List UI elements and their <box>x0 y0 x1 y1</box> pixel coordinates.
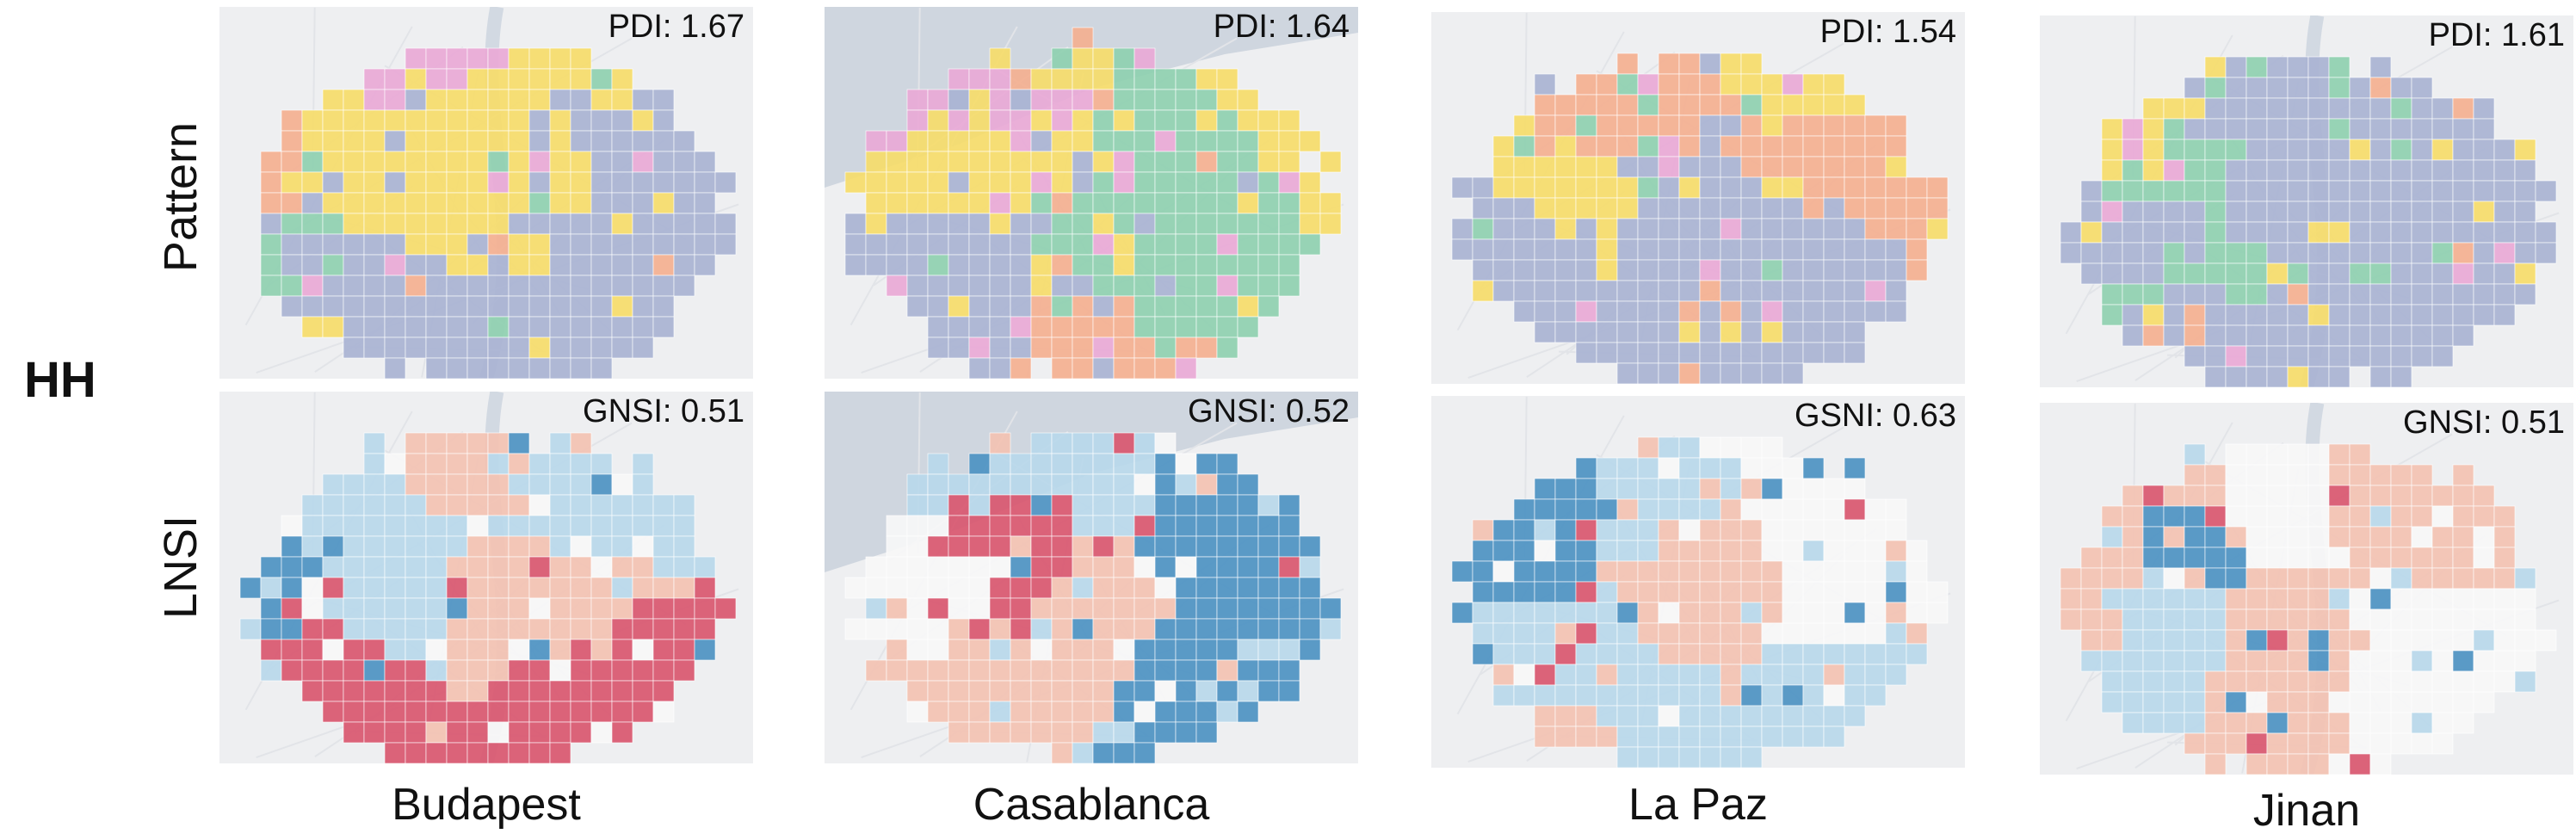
budapest-gnsi: GNSI: 0.51 <box>583 393 744 429</box>
la-paz-lnsi-map: GSNI: 0.63 <box>1431 396 1965 768</box>
row-label-lnsi: LNSI <box>155 515 207 620</box>
jinan-pdi: PDI: 1.61 <box>2428 17 2565 53</box>
city-label-la-paz: La Paz <box>1628 780 1768 830</box>
casablanca-lnsi-map: GNSI: 0.52 <box>825 392 1358 763</box>
jinan-pattern-grid <box>2040 15 2573 387</box>
jinan-lnsi-map: GNSI: 0.51 <box>2040 403 2573 775</box>
la-paz-pdi: PDI: 1.54 <box>1819 14 1956 50</box>
casablanca-pattern-map: PDI: 1.64 <box>825 7 1358 379</box>
group-label: HH <box>24 352 96 408</box>
la-paz-gsni: GSNI: 0.63 <box>1795 398 1956 434</box>
city-label-budapest: Budapest <box>392 780 581 830</box>
city-label-jinan: Jinan <box>2252 786 2361 836</box>
jinan-pattern-map: PDI: 1.61 <box>2040 15 2573 387</box>
la-paz-pattern-map: PDI: 1.54 <box>1431 12 1965 384</box>
row-label-pattern: Pattern <box>155 121 207 273</box>
la-paz-pattern-grid <box>1431 12 1965 384</box>
casablanca-pdi: PDI: 1.64 <box>1213 9 1350 45</box>
casablanca-gnsi: GNSI: 0.52 <box>1188 393 1350 429</box>
budapest-lnsi-map: GNSI: 0.51 <box>219 392 753 763</box>
la-paz-lnsi-grid <box>1431 396 1965 768</box>
city-label-casablanca: Casablanca <box>973 780 1210 830</box>
budapest-pdi: PDI: 1.67 <box>608 9 744 45</box>
budapest-lnsi-grid <box>219 392 753 763</box>
jinan-gnsi: GNSI: 0.51 <box>2403 405 2565 441</box>
casablanca-lnsi-grid <box>825 392 1358 763</box>
budapest-pattern-map: PDI: 1.67 <box>219 7 753 379</box>
jinan-lnsi-grid <box>2040 403 2573 775</box>
budapest-pattern-grid <box>219 7 753 379</box>
casablanca-pattern-grid <box>825 7 1358 379</box>
